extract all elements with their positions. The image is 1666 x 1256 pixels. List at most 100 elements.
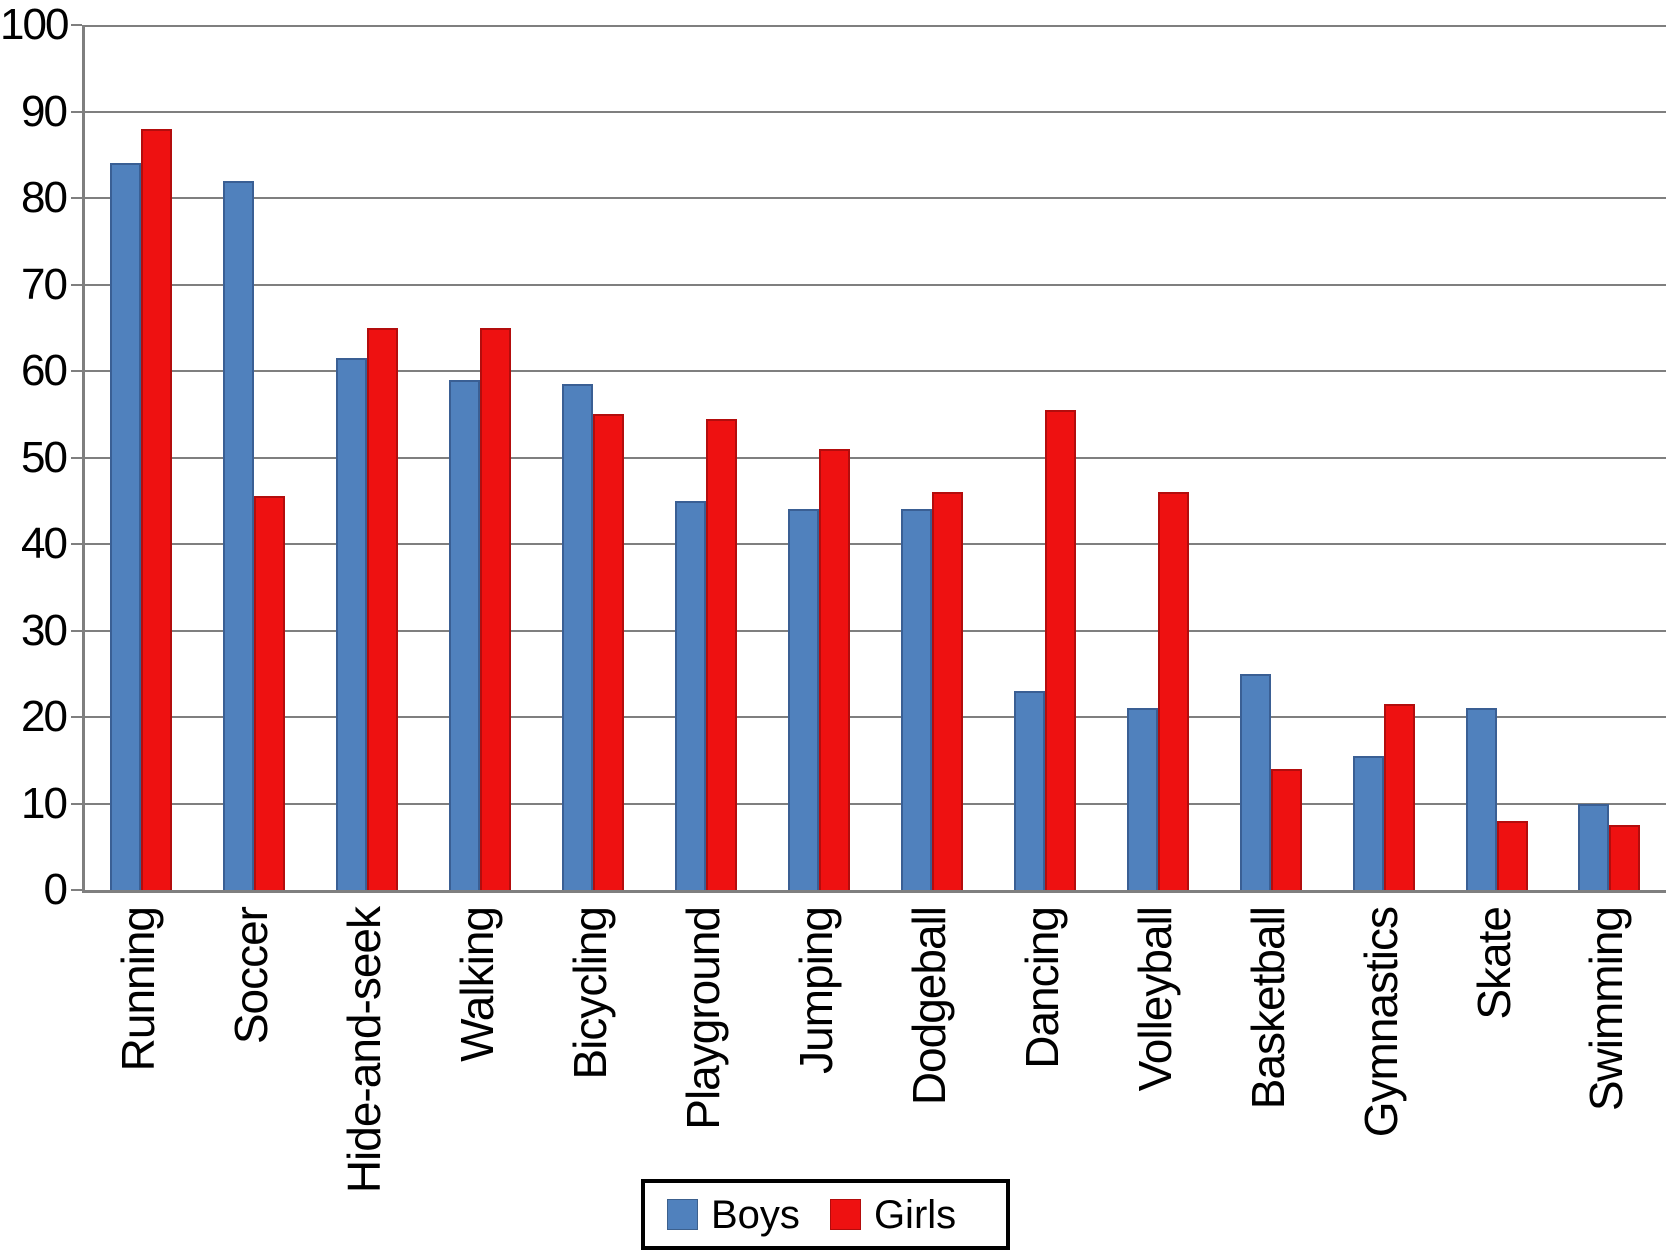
bar-playground-boys [675,500,707,890]
legend-label-girls: Girls [873,1192,957,1237]
bar-group-swimming [1553,25,1666,890]
y-tick-label-80: 80 [21,173,68,222]
x-label-gymnastics: Gymnastics [1354,907,1407,1138]
gridline-y-50 [85,456,1666,459]
y-tick-mark-60 [71,370,82,372]
x-axis: Running Soccer Hide-and-seek Walking Bicycli… [82,907,1663,1193]
bar-gymnastics-boys [1352,755,1384,890]
gridline-y-10 [85,802,1666,805]
x-label-slot-bicycling: Bicycling [534,907,647,1080]
y-tick-mark-40 [71,543,82,545]
x-label-running: Running [112,907,165,1072]
legend: Boys Girls [641,1179,1010,1250]
x-label-playground: Playground [677,907,730,1130]
x-label-dancing: Dancing [1015,907,1068,1069]
x-label-slot-hide-and-seek: Hide-and-seek [308,907,421,1193]
y-tick-mark-90 [71,110,82,113]
y-tick-label-90: 90 [21,86,68,136]
y-tick-label-40: 40 [21,519,68,568]
gridline-y-20 [85,716,1666,718]
y-tick-mark-70 [71,283,82,286]
bar-running-boys [110,163,142,890]
y-tick-label-50: 50 [21,432,68,482]
y-tick-mark-30 [71,629,82,632]
x-label-walking: Walking [451,907,504,1062]
y-tick-label-30: 30 [21,605,68,655]
x-label-swimming: Swimming [1580,907,1633,1112]
bar-skate-girls [1496,820,1528,890]
x-label-slot-gymnastics: Gymnastics [1324,907,1437,1137]
bar-running-girls [141,128,173,890]
bar-group-hide-and-seek [311,25,424,890]
bar-bicycling-girls [593,414,625,890]
x-label-skate: Skate [1467,907,1520,1020]
gridline-y-40 [85,543,1666,545]
legend-item-boys: Boys [667,1195,800,1235]
y-tick-label-10: 10 [21,778,68,828]
bar-skate-boys [1465,708,1497,890]
y-tick-mark-50 [71,456,82,459]
bar-group-walking [424,25,537,890]
bar-hide-and-seek-girls [367,327,399,890]
bar-basketball-girls [1270,768,1302,890]
x-label-slot-skate: Skate [1437,907,1550,1020]
x-label-slot-walking: Walking [421,907,534,1062]
x-label-slot-swimming: Swimming [1550,907,1663,1111]
gridline-y-100 [85,25,1666,27]
bar-group-basketball [1214,25,1327,890]
gridline-y-70 [85,283,1666,286]
bar-walking-boys [449,379,481,890]
bar-jumping-boys [787,509,819,890]
bar-group-bicycling [537,25,650,890]
y-tick-mark-0 [71,889,82,891]
bar-jumping-girls [818,448,850,890]
y-tick-label-60: 60 [21,346,68,395]
legend-swatch-boys [667,1199,698,1230]
gridline-y-30 [85,629,1666,632]
legend-item-girls: Girls [829,1192,957,1237]
x-label-dodgeball: Dodgeball [902,907,955,1106]
y-tick-mark-10 [71,802,82,805]
bar-volleyball-girls [1157,492,1189,890]
gridline-y-80 [85,197,1666,199]
gridline-y-90 [85,110,1666,113]
bar-dancing-boys [1013,691,1045,890]
x-label-slot-jumping: Jumping [760,907,873,1074]
x-label-slot-basketball: Basketball [1211,907,1324,1109]
plot-area [82,25,1666,893]
bar-hide-and-seek-boys [336,358,368,890]
x-label-slot-playground: Playground [647,907,760,1130]
x-label-slot-soccer: Soccer [195,907,308,1044]
y-tick-label-0: 0 [43,865,68,914]
y-tick-label-20: 20 [21,692,68,741]
bar-group-dodgeball [875,25,988,890]
y-tick-mark-100 [71,24,82,26]
bar-groups [85,25,1666,890]
x-label-slot-volleyball: Volleyball [1098,907,1211,1091]
bar-volleyball-boys [1126,708,1158,890]
gridline-y-60 [85,370,1666,372]
x-label-slot-running: Running [82,907,195,1071]
bar-group-running [85,25,198,890]
x-label-volleyball: Volleyball [1128,907,1181,1092]
x-label-bicycling: Bicycling [564,907,617,1080]
bar-group-gymnastics [1327,25,1440,890]
bar-dancing-girls [1044,409,1076,890]
bar-dodgeball-boys [900,509,932,890]
bar-soccer-boys [223,180,255,890]
y-axis: 0 10 20 30 40 50 60 70 80 90 100 [0,3,82,912]
bar-swimming-boys [1578,803,1610,890]
bar-bicycling-boys [562,383,594,890]
bar-swimming-girls [1609,825,1641,890]
x-label-hide-and-seek: Hide-and-seek [338,907,391,1194]
bar-group-jumping [763,25,876,890]
x-label-basketball: Basketball [1241,907,1294,1110]
x-label-soccer: Soccer [225,907,278,1045]
bar-group-dancing [988,25,1101,890]
y-tick-mark-20 [71,716,82,718]
y-tick-label-100: 100 [0,0,69,49]
legend-swatch-girls [829,1199,861,1230]
x-label-jumping: Jumping [789,907,842,1074]
y-tick-label-70: 70 [21,259,68,309]
